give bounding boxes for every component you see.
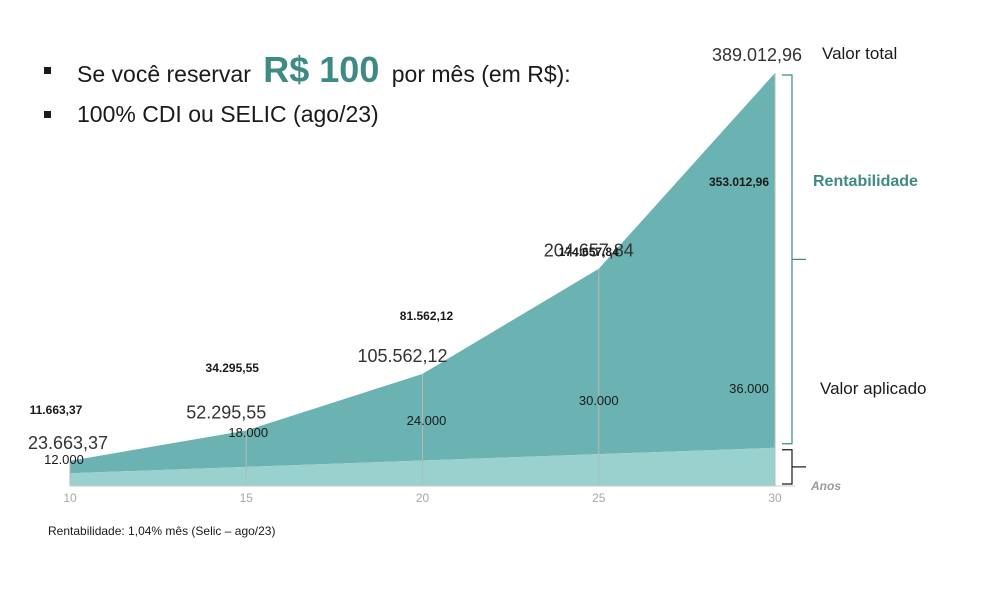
total-value-label: 105.562,12 bbox=[357, 346, 447, 366]
total-value-label: 23.663,37 bbox=[28, 433, 108, 453]
x-tick-label: 10 bbox=[63, 491, 77, 505]
heading-line-1-suffix: por mês (em R$): bbox=[391, 61, 571, 87]
total-value-label: 389.012,96 bbox=[712, 45, 802, 65]
rentabilidade-value-label: 174.657,84 bbox=[559, 245, 619, 259]
rentabilidade-value-label: 81.562,12 bbox=[400, 309, 454, 323]
bullet-square-icon bbox=[44, 66, 51, 74]
heading-bullets: Se você reservar R$ 100 por mês (em R$):… bbox=[44, 48, 571, 136]
annotation-valor-aplicado: Valor aplicado bbox=[820, 379, 926, 398]
x-axis-label: Anos bbox=[810, 479, 841, 493]
x-tick-label: 25 bbox=[592, 491, 606, 505]
heading-amount: R$ 100 bbox=[263, 49, 380, 90]
rentabilidade-value-label: 353.012,96 bbox=[709, 175, 769, 189]
x-tick-label: 30 bbox=[768, 491, 782, 505]
valor-aplicado-value-label: 18.000 bbox=[228, 425, 268, 440]
annotation-rentabilidade: Rentabilidade bbox=[813, 173, 918, 190]
valor-aplicado-bracket bbox=[782, 449, 793, 485]
valor-aplicado-value-label: 12.000 bbox=[44, 452, 84, 467]
heading-line-1-prefix: Se você reservar bbox=[77, 61, 251, 87]
valor-aplicado-value-label: 36.000 bbox=[729, 381, 769, 396]
x-tick-label: 20 bbox=[416, 491, 430, 505]
rentabilidade-bracket bbox=[782, 74, 793, 445]
rentabilidade-value-label: 34.295,55 bbox=[206, 361, 260, 375]
footnote: Rentabilidade: 1,04% mês (Selic – ago/23… bbox=[48, 524, 276, 538]
x-tick-label: 15 bbox=[240, 491, 254, 505]
bullet-square-icon bbox=[44, 110, 51, 118]
valor-aplicado-value-label: 24.000 bbox=[407, 413, 447, 428]
total-value-label: 204.657,84 bbox=[544, 241, 634, 261]
total-value-label: 52.295,55 bbox=[186, 402, 266, 422]
heading-line-1: Se você reservar R$ 100 por mês (em R$): bbox=[44, 48, 571, 92]
heading-line-2: 100% CDI ou SELIC (ago/23) bbox=[44, 92, 571, 136]
rentabilidade-value-label: 11.663,37 bbox=[30, 403, 83, 417]
heading-line-2-text: 100% CDI ou SELIC (ago/23) bbox=[77, 100, 379, 127]
annotation-valor-total: Valor total bbox=[822, 44, 897, 63]
valor-aplicado-value-label: 30.000 bbox=[579, 393, 619, 408]
